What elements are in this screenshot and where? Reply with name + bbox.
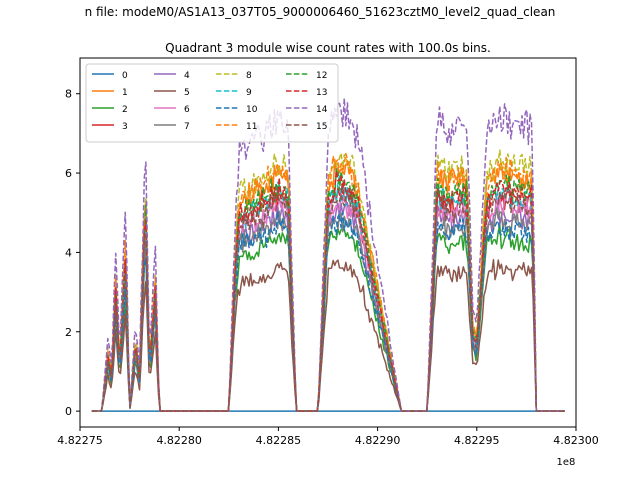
legend-label-7: 7 — [184, 122, 190, 132]
y-tick-label: 4 — [65, 246, 72, 259]
series-line-7 — [91, 207, 565, 412]
chart-title: Quadrant 3 module wise count rates with … — [165, 41, 491, 55]
legend-label-0: 0 — [122, 71, 128, 81]
legend-box — [85, 63, 339, 143]
legend-label-9: 9 — [246, 88, 252, 98]
legend-label-10: 10 — [246, 105, 258, 115]
legend-label-5: 5 — [184, 88, 190, 98]
legend-label-8: 8 — [246, 71, 252, 81]
y-axis: 0 2 4 6 8 — [65, 88, 80, 418]
x-offset-label: 1e8 — [557, 457, 576, 468]
series-line-10 — [91, 210, 565, 412]
series-line-14 — [91, 97, 565, 412]
legend-label-1: 1 — [122, 88, 128, 98]
plot-area — [79, 57, 577, 428]
legend-label-4: 4 — [184, 71, 190, 81]
legend-label-2: 2 — [122, 105, 128, 115]
series-line-13 — [91, 169, 565, 412]
legend-label-12: 12 — [316, 71, 327, 81]
x-tick-label: 4.82285 — [256, 434, 302, 447]
series-line-15 — [91, 189, 565, 412]
y-tick-label: 0 — [65, 405, 72, 418]
legend-label-14: 14 — [316, 105, 328, 115]
x-tick-label: 4.82300 — [553, 434, 599, 447]
x-tick-label: 4.82280 — [156, 434, 202, 447]
x-axis: 4.82275 4.82280 4.82285 4.82290 4.82295 4.823… — [57, 427, 599, 447]
x-tick-label: 4.82290 — [355, 434, 401, 447]
y-tick-label: 2 — [65, 326, 72, 339]
series-line-2 — [91, 223, 565, 412]
figure-suptitle: n file: modeM0/AS1A13_037T05_9000006460_… — [85, 5, 556, 19]
series-line-11 — [91, 152, 565, 412]
series-line-5 — [91, 258, 565, 412]
plot-frame — [79, 57, 577, 428]
x-tick-label: 4.82275 — [57, 434, 103, 447]
y-tick-label: 8 — [65, 88, 72, 101]
legend-label-11: 11 — [246, 122, 257, 132]
x-tick-label: 4.82295 — [454, 434, 500, 447]
legend-label-15: 15 — [316, 122, 327, 132]
legend-label-13: 13 — [316, 88, 327, 98]
legend-label-3: 3 — [122, 122, 128, 132]
legend-label-6: 6 — [184, 105, 190, 115]
y-tick-label: 6 — [65, 167, 72, 180]
